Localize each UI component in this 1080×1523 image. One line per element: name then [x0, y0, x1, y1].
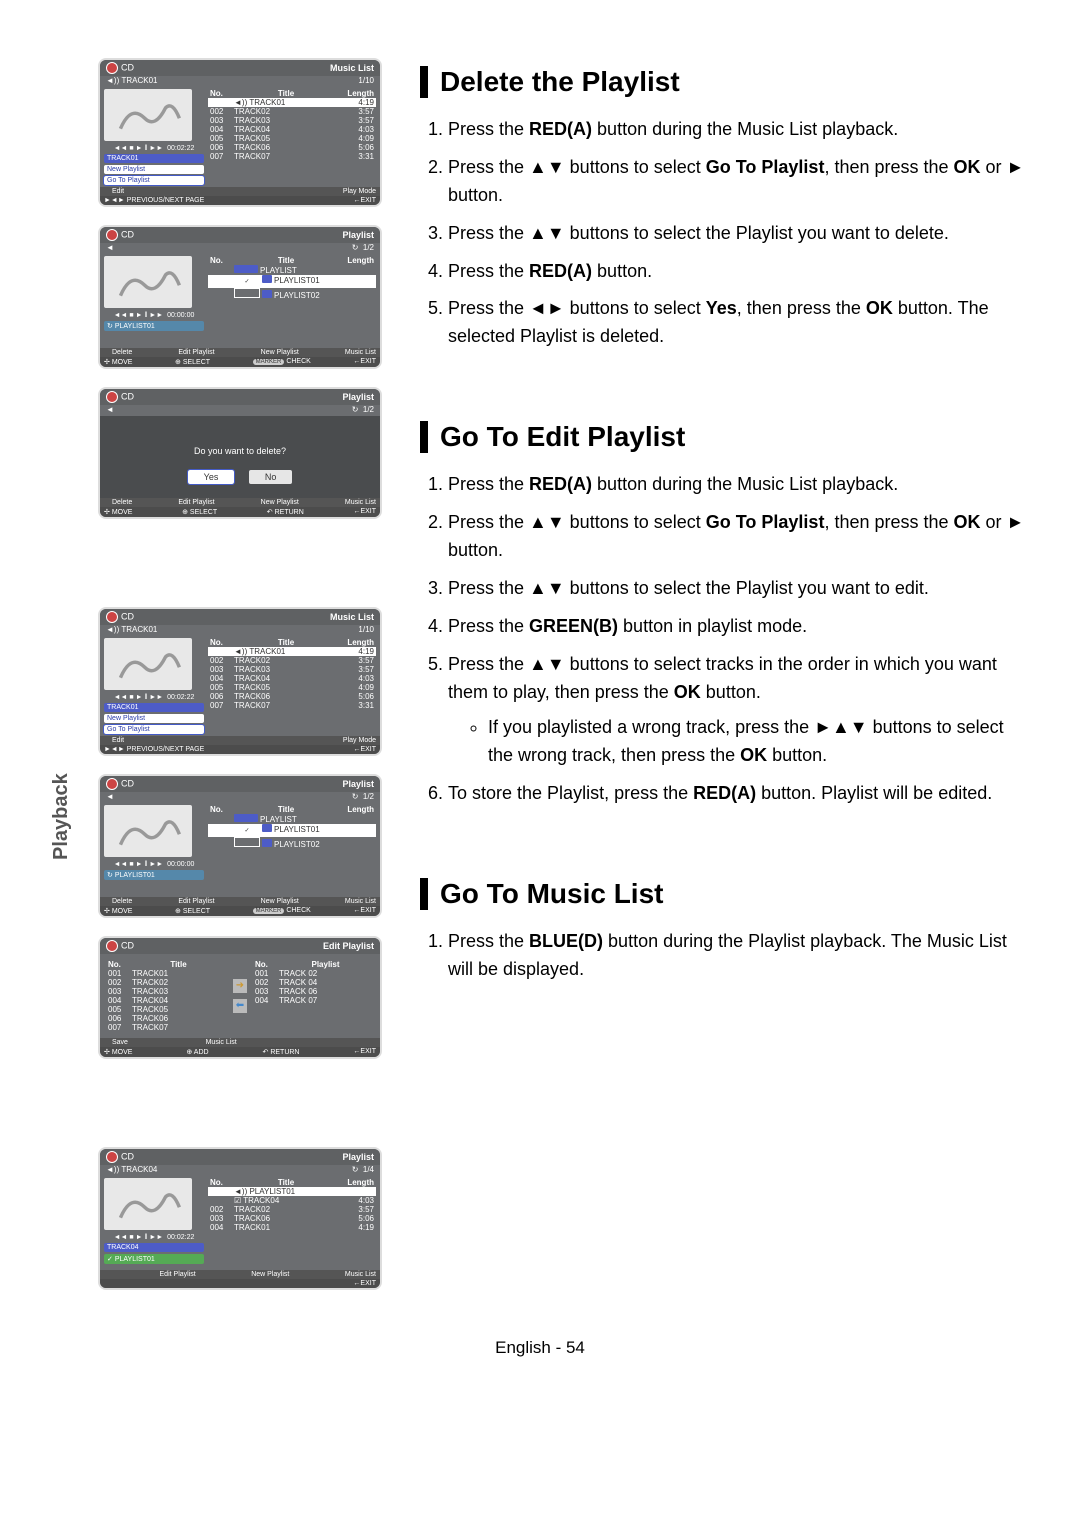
steps-music: Press the BLUE(D) button during the Play… [420, 928, 1030, 984]
track-row[interactable]: 001TRACK 02 [253, 969, 374, 978]
heading-edit: Go To Edit Playlist [420, 421, 1030, 453]
folder-row[interactable]: PLAYLIST02 [208, 837, 376, 849]
album-art [104, 89, 192, 141]
dialog-yes[interactable]: Yes [188, 470, 235, 484]
exit-button[interactable]: ←EXIT [353, 358, 376, 366]
track-row[interactable]: 007TRACK073:31 [208, 152, 376, 161]
track-row[interactable]: 002TRACK023:57 [208, 107, 376, 116]
osd-edit-playlist: CDEdit Playlist No.Title 001TRACK01002TR… [100, 938, 380, 1057]
step: To store the Playlist, press the RED(A) … [448, 780, 1030, 808]
page-counter: 1/10 [358, 76, 374, 85]
osd-music-list: CD Music List ◄)) TRACK01 1/10 ◄◄ ■ ► ‖ … [100, 60, 380, 205]
instructions-column: Delete the Playlist Press the RED(A) but… [420, 60, 1030, 1288]
step: Press the GREEN(B) button in playlist mo… [448, 613, 1030, 641]
exit-button[interactable]: ←EXIT [353, 197, 376, 204]
disc-icon [106, 62, 118, 74]
steps-edit: Press the RED(A) button during the Music… [420, 471, 1030, 808]
cd-label: CD [121, 62, 134, 72]
track-row[interactable]: 004TRACK044:03 [208, 674, 376, 683]
music-list-title: Music List [330, 63, 374, 73]
track-row[interactable]: 002TRACK023:57 [208, 1205, 376, 1214]
menu-goto-playlist[interactable]: Go To Playlist [104, 176, 204, 185]
track-row[interactable]: 006TRACK065:06 [208, 692, 376, 701]
track-row[interactable]: 005TRACK054:09 [208, 134, 376, 143]
transport-controls[interactable]: ◄◄ ■ ► ‖ ►► 00:00:00 [104, 310, 204, 319]
track-row[interactable]: 004TRACK044:03 [208, 125, 376, 134]
step: Press the RED(A) button during the Music… [448, 471, 1030, 499]
osd-playlist-playback: CDPlaylist ◄)) TRACK04↻ 1/4 ◄◄ ■ ► ‖ ►► … [100, 1149, 380, 1288]
page-footer: English - 54 [0, 1338, 1080, 1358]
nowplaying-track: ◄)) TRACK01 [106, 76, 157, 85]
step: Press the ▲▼ buttons to select tracks in… [448, 651, 1030, 771]
track-row[interactable]: 001TRACK01 [106, 969, 227, 978]
folder-row[interactable]: PLAYLIST [208, 265, 376, 275]
osd-delete-confirm: CD Playlist ◄↻ 1/2 Do you want to delete… [100, 389, 380, 517]
step: Press the BLUE(D) button during the Play… [448, 928, 1030, 984]
dialog-no[interactable]: No [249, 470, 293, 484]
track-row[interactable]: 004TRACK 07 [253, 996, 374, 1005]
step: Press the ◄► buttons to select Yes, then… [448, 295, 1030, 351]
transfer-arrows[interactable]: ➜ ⬅ [233, 960, 247, 1032]
track-row[interactable]: ◄)) TRACK014:19 [208, 647, 376, 656]
track-row[interactable]: ☑ TRACK044:03 [208, 1196, 376, 1205]
step: Press the ▲▼ buttons to select Go To Pla… [448, 509, 1030, 565]
track-list: No.TitleLength ◄)) TRACK014:19002TRACK02… [208, 89, 376, 185]
track-row[interactable]: 003TRACK033:57 [208, 116, 376, 125]
steps-delete: Press the RED(A) button during the Music… [420, 116, 1030, 351]
track-row[interactable]: 006TRACK065:06 [208, 143, 376, 152]
section-tab: Playback [50, 773, 73, 860]
osd-playlist-browser: CD Playlist ◄ ↻ 1/2 ◄◄ ■ ► ‖ ►► 00:00:00… [100, 227, 380, 367]
step: Press the ▲▼ buttons to select Go To Pla… [448, 154, 1030, 210]
track-row[interactable]: 007TRACK073:31 [208, 701, 376, 710]
nowplay-pill: TRACK04 [104, 1243, 204, 1252]
osd-playlist-browser-2: CDPlaylist ◄↻ 1/2 ◄◄ ■ ► ‖ ►► 00:00:00 ↻… [100, 776, 380, 916]
heading-music: Go To Music List [420, 878, 1030, 910]
track-row[interactable]: 004TRACK014:19 [208, 1223, 376, 1232]
menu-goto-playlist[interactable]: Go To Playlist [104, 725, 204, 734]
stop-icon: ◄ [106, 243, 114, 252]
track-row[interactable]: 003TRACK03 [106, 987, 227, 996]
track-row[interactable]: ◄)) TRACK014:19 [208, 98, 376, 107]
track-row[interactable]: 002TRACK 04 [253, 978, 374, 987]
step: Press the ▲▼ buttons to select the Playl… [448, 220, 1030, 248]
osd-column: CD Music List ◄)) TRACK01 1/10 ◄◄ ■ ► ‖ … [40, 60, 380, 1288]
transport-controls[interactable]: ◄◄ ■ ► ‖ ►► 00:02:22 [104, 143, 204, 152]
step: Press the ▲▼ buttons to select the Playl… [448, 575, 1030, 603]
track-row[interactable]: 005TRACK054:09 [208, 683, 376, 692]
confirm-dialog: Do you want to delete? Yes No [100, 416, 380, 498]
track-row[interactable]: 003TRACK 06 [253, 987, 374, 996]
track-row[interactable]: 003TRACK065:06 [208, 1214, 376, 1223]
track-row[interactable]: 004TRACK04 [106, 996, 227, 1005]
menu-new-playlist[interactable]: New Playlist [104, 714, 204, 723]
track-row[interactable]: 007TRACK07 [106, 1023, 227, 1032]
playlist-pill: ↻ PLAYLIST01 [104, 321, 204, 331]
track-row[interactable]: 003TRACK033:57 [208, 665, 376, 674]
track-row[interactable]: 002TRACK02 [106, 978, 227, 987]
track-row[interactable]: 002TRACK023:57 [208, 656, 376, 665]
prev-next[interactable]: ►◄► PREVIOUS/NEXT PAGE [104, 197, 204, 204]
playmode-legend: Play Mode [343, 188, 376, 195]
sub-step: If you playlisted a wrong track, press t… [488, 714, 1030, 770]
track-row[interactable]: 006TRACK06 [106, 1014, 227, 1023]
folder-row[interactable]: PLAYLIST02 [208, 288, 376, 300]
heading-delete: Delete the Playlist [420, 66, 1030, 98]
step: Press the RED(A) button. [448, 258, 1030, 286]
current-track-pill: TRACK01 [104, 154, 204, 163]
step: Press the RED(A) button during the Music… [448, 116, 1030, 144]
osd-music-list-2: CDMusic List ◄)) TRACK011/10 ◄◄ ■ ► ‖ ►►… [100, 609, 380, 754]
folder-row[interactable]: PLAYLIST [208, 814, 376, 824]
track-row[interactable]: 005TRACK05 [106, 1005, 227, 1014]
folder-row[interactable]: ✓PLAYLIST01 [208, 824, 376, 837]
edit-legend: Edit [112, 188, 124, 195]
menu-new-playlist[interactable]: New Playlist [104, 165, 204, 174]
track-row[interactable]: ◄)) PLAYLIST01 [208, 1187, 376, 1196]
folder-row[interactable]: ✓PLAYLIST01 [208, 275, 376, 288]
